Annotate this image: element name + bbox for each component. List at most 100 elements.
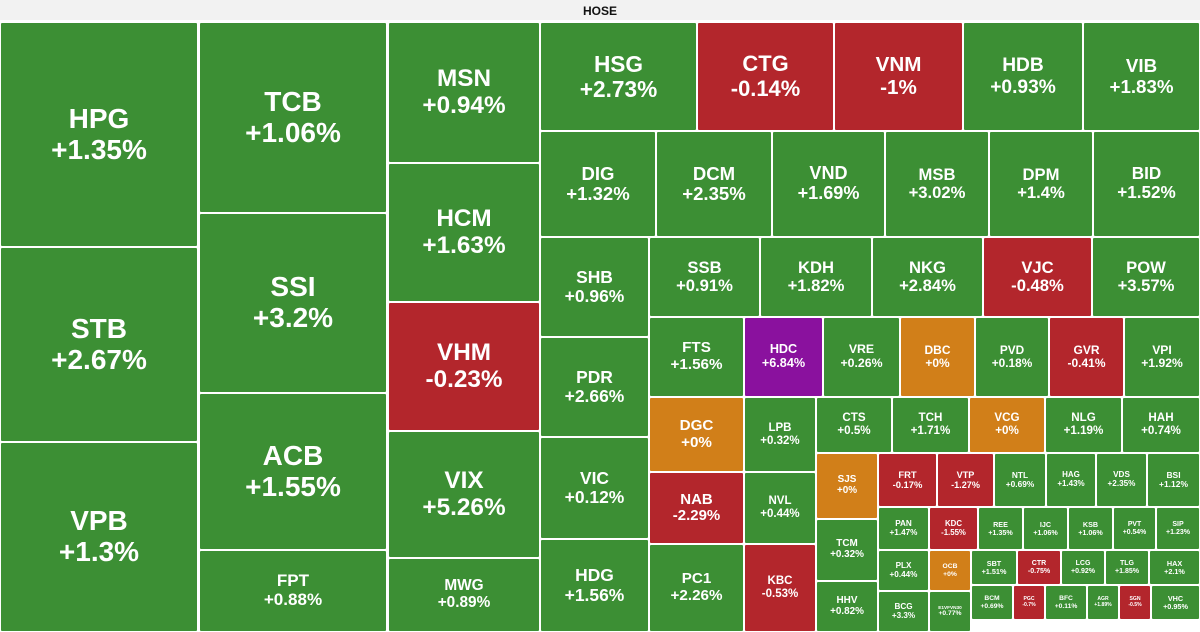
stock-tile[interactable]: VND +1.69%: [772, 131, 885, 237]
stock-tile[interactable]: AGR +1.89%: [1087, 585, 1119, 620]
stock-tile[interactable]: HAH +0.74%: [1122, 397, 1200, 453]
stock-tile[interactable]: VJC -0.48%: [983, 237, 1092, 317]
stock-tile[interactable]: CTR -0.75%: [1017, 550, 1061, 585]
stock-tile[interactable]: TCH +1.71%: [892, 397, 969, 453]
stock-tile[interactable]: NAB -2.29%: [649, 472, 744, 544]
stock-tile[interactable]: E1VFVN30 +0.77%: [929, 591, 971, 632]
stock-tile[interactable]: CTG -0.14%: [697, 22, 834, 131]
ticker: CTG: [742, 51, 789, 77]
stock-tile[interactable]: KDH +1.82%: [760, 237, 872, 317]
stock-tile[interactable]: NLG +1.19%: [1045, 397, 1122, 453]
stock-tile[interactable]: NTL +0.69%: [994, 453, 1046, 507]
price-change: -1%: [880, 75, 917, 99]
stock-tile[interactable]: NVL +0.44%: [744, 472, 816, 544]
stock-tile[interactable]: DBC +0%: [900, 317, 975, 397]
stock-tile[interactable]: DGC +0%: [649, 397, 744, 472]
stock-tile[interactable]: HAX +2.1%: [1149, 550, 1200, 585]
stock-tile[interactable]: REE +1.35%: [978, 507, 1023, 550]
stock-tile[interactable]: LCG +0.92%: [1061, 550, 1105, 585]
ticker: HPG: [68, 102, 130, 134]
stock-tile[interactable]: BSI +1.12%: [1147, 453, 1200, 507]
stock-tile[interactable]: MWG +0.89%: [388, 558, 540, 632]
price-change: +0%: [925, 356, 950, 370]
stock-tile[interactable]: VIC +0.12%: [540, 437, 649, 539]
ticker: FTS: [682, 339, 711, 357]
stock-tile[interactable]: FTS +1.56%: [649, 317, 744, 397]
stock-tile[interactable]: FRT -0.17%: [878, 453, 937, 507]
stock-tile[interactable]: STB +2.67%: [0, 247, 198, 442]
stock-tile[interactable]: VHM -0.23%: [388, 302, 540, 431]
stock-tile[interactable]: SIP +1.23%: [1156, 507, 1200, 550]
stock-tile[interactable]: MSB +3.02%: [885, 131, 989, 237]
stock-tile[interactable]: HDG +1.56%: [540, 539, 649, 632]
stock-tile[interactable]: BID +1.52%: [1093, 131, 1200, 237]
stock-tile[interactable]: PLX +0.44%: [878, 550, 929, 591]
stock-tile[interactable]: VIB +1.83%: [1083, 22, 1200, 131]
price-change: +1.3%: [58, 536, 140, 567]
stock-tile[interactable]: VHC +0.95%: [1151, 585, 1200, 620]
stock-tile[interactable]: PDR +2.66%: [540, 337, 649, 437]
stock-tile[interactable]: HDC +6.84%: [744, 317, 823, 397]
stock-tile[interactable]: DCM +2.35%: [656, 131, 772, 237]
stock-tile[interactable]: PAN +1.47%: [878, 507, 929, 550]
stock-tile[interactable]: MSN +0.94%: [388, 22, 540, 163]
price-change: -2.29%: [672, 507, 721, 524]
stock-tile[interactable]: BCG +3.3%: [878, 591, 929, 632]
ticker: FPT: [276, 571, 310, 591]
stock-tile[interactable]: ACB +1.55%: [199, 393, 387, 550]
stock-tile[interactable]: HAG +1.43%: [1046, 453, 1096, 507]
stock-tile[interactable]: VDS +2.35%: [1096, 453, 1147, 507]
stock-tile[interactable]: DIG +1.32%: [540, 131, 656, 237]
stock-tile[interactable]: HDB +0.93%: [963, 22, 1083, 131]
stock-tile[interactable]: HHV +0.82%: [816, 581, 878, 632]
stock-tile[interactable]: POW +3.57%: [1092, 237, 1200, 317]
price-change: +1.06%: [1033, 527, 1058, 537]
stock-tile[interactable]: HSG +2.73%: [540, 22, 697, 131]
stock-tile[interactable]: GVR -0.41%: [1049, 317, 1124, 397]
stock-tile[interactable]: SBT +1.51%: [971, 550, 1017, 585]
stock-tile[interactable]: OCB +0%: [929, 550, 971, 591]
stock-tile[interactable]: PVT +0.54%: [1113, 507, 1156, 550]
stock-tile[interactable]: HCM +1.63%: [388, 163, 540, 302]
ticker: NKG: [909, 257, 946, 277]
price-change: +1.12%: [1159, 479, 1188, 489]
stock-tile[interactable]: KSB +1.06%: [1068, 507, 1113, 550]
stock-tile[interactable]: VCG +0%: [969, 397, 1045, 453]
stock-tile[interactable]: TCB +1.06%: [199, 22, 387, 213]
stock-tile[interactable]: VPB +1.3%: [0, 442, 198, 632]
stock-tile[interactable]: FPT +0.88%: [199, 550, 387, 632]
price-change: +0.5%: [837, 424, 871, 437]
stock-tile[interactable]: CTS +0.5%: [816, 397, 892, 453]
stock-tile[interactable]: SJS +0%: [816, 453, 878, 519]
stock-tile[interactable]: SSB +0.91%: [649, 237, 760, 317]
price-change: +0.95%: [1163, 601, 1188, 611]
stock-tile[interactable]: VTP -1.27%: [937, 453, 994, 507]
price-change: +0.54%: [1122, 528, 1147, 536]
stock-tile[interactable]: VIX +5.26%: [388, 431, 540, 558]
stock-tile[interactable]: KDC -1.55%: [929, 507, 978, 550]
stock-tile[interactable]: VRE +0.26%: [823, 317, 900, 397]
stock-tile[interactable]: PGC -0.7%: [1013, 585, 1045, 620]
stock-tile[interactable]: SHB +0.96%: [540, 237, 649, 337]
stock-tile[interactable]: SGN -0.5%: [1119, 585, 1151, 620]
stock-tile[interactable]: BFC +0.11%: [1045, 585, 1087, 620]
stock-tile[interactable]: VNM -1%: [834, 22, 963, 131]
stock-tile[interactable]: SSI +3.2%: [199, 213, 387, 393]
stock-tile[interactable]: TCM +0.32%: [816, 519, 878, 581]
stock-tile[interactable]: TLG +1.85%: [1105, 550, 1149, 585]
stock-tile[interactable]: DPM +1.4%: [989, 131, 1093, 237]
price-change: +3.57%: [1117, 276, 1175, 295]
stock-tile[interactable]: PC1 +2.26%: [649, 544, 744, 632]
stock-tile[interactable]: PVD +0.18%: [975, 317, 1049, 397]
ticker: DBC: [924, 342, 951, 357]
ticker: HAG: [1062, 470, 1080, 480]
price-change: +1.32%: [566, 183, 630, 204]
stock-tile[interactable]: LPB +0.32%: [744, 397, 816, 472]
ticker: KDC: [945, 518, 962, 528]
stock-tile[interactable]: KBC -0.53%: [744, 544, 816, 632]
stock-tile[interactable]: VPI +1.92%: [1124, 317, 1200, 397]
stock-tile[interactable]: HPG +1.35%: [0, 22, 198, 247]
stock-tile[interactable]: IJC +1.06%: [1023, 507, 1068, 550]
stock-tile[interactable]: NKG +2.84%: [872, 237, 983, 317]
stock-tile[interactable]: BCM +0.69%: [971, 585, 1013, 620]
